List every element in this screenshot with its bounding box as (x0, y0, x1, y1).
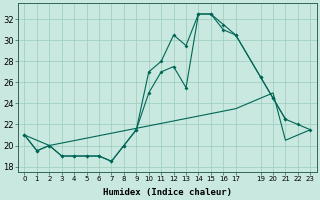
X-axis label: Humidex (Indice chaleur): Humidex (Indice chaleur) (103, 188, 232, 197)
